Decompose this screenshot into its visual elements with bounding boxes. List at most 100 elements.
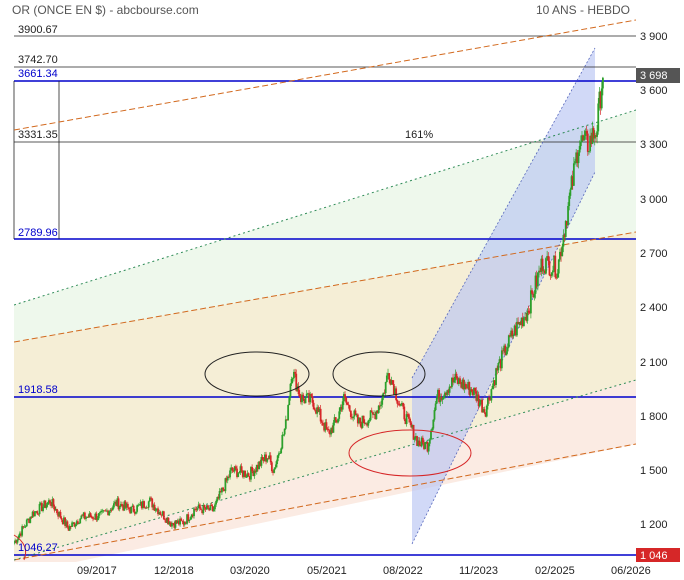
candle-body — [201, 509, 204, 514]
candle-body — [154, 509, 157, 511]
candle-body — [338, 411, 341, 419]
candle-body — [174, 520, 177, 528]
candle-body — [475, 391, 478, 401]
candle-body — [58, 511, 61, 517]
candle-body — [583, 135, 586, 141]
candle-body — [308, 393, 310, 403]
candle-body — [234, 466, 237, 469]
candle-body — [360, 423, 363, 428]
candle-body — [236, 468, 238, 477]
candle-body — [75, 521, 78, 525]
candle-body — [222, 487, 224, 490]
candle-body — [455, 373, 458, 379]
candle-body — [525, 317, 528, 321]
candle-body — [476, 394, 479, 401]
candle-body — [123, 501, 126, 511]
candle-body — [116, 498, 119, 506]
candle-body — [169, 522, 172, 527]
candle-body — [259, 461, 262, 466]
candles — [14, 76, 604, 546]
candle-body — [356, 414, 359, 424]
low-value-tag — [636, 548, 680, 562]
level-3661-label: 3661.34 — [18, 68, 58, 80]
candle-body — [50, 503, 53, 507]
candle-body — [405, 414, 408, 425]
candle-body — [495, 368, 497, 385]
chart-title: OR (ONCE EN $) - abcbourse.com — [12, 3, 199, 17]
candle-body — [281, 434, 284, 449]
candle-body — [279, 453, 281, 454]
candle-body — [339, 407, 342, 412]
candle-body — [87, 516, 90, 518]
candle-body — [21, 526, 24, 536]
candle-body — [322, 422, 324, 426]
candle-body — [89, 513, 92, 518]
candle-body — [381, 398, 384, 405]
candle-body — [384, 381, 387, 394]
candle-body — [448, 386, 451, 393]
candle-body — [417, 440, 420, 446]
candle-body — [320, 421, 323, 423]
candle-body — [90, 517, 93, 518]
candle-body — [15, 540, 18, 543]
candle-body — [215, 501, 218, 505]
y-tick-label: 1 800 — [640, 411, 668, 423]
candle-body — [528, 312, 531, 314]
candle-body — [500, 350, 503, 369]
x-axis: 09/2017 12/2018 03/2020 05/2021 08/2022 … — [77, 565, 651, 577]
candle-body — [129, 509, 132, 514]
candle-body — [97, 513, 100, 519]
candle-body — [65, 521, 68, 527]
candle-body — [14, 540, 17, 543]
candle-body — [404, 419, 407, 425]
candle-body — [136, 505, 139, 512]
y-tick-label: 2 100 — [640, 357, 668, 369]
channel-edge-left — [411, 47, 596, 379]
candle-body — [283, 428, 286, 435]
candle-body — [203, 505, 206, 508]
candle-body — [204, 507, 207, 510]
candle-body — [490, 389, 493, 401]
candle-body — [397, 403, 400, 405]
candle-body — [125, 503, 128, 508]
candle-body — [145, 507, 148, 509]
candle-body — [296, 386, 299, 391]
level-2789-label: 2789.96 — [18, 227, 58, 239]
candle-body — [221, 487, 223, 493]
candle-body — [197, 504, 200, 509]
candle-body — [153, 504, 156, 511]
candle-body — [388, 373, 391, 380]
candle-body — [355, 414, 358, 416]
candle-body — [389, 379, 392, 385]
candle-body — [385, 375, 388, 382]
candle-body — [187, 514, 190, 521]
candle-body — [167, 517, 170, 525]
candle-body — [223, 489, 226, 492]
candle-body — [378, 405, 381, 407]
candle-body — [83, 512, 86, 519]
y-tick-label: 3 000 — [640, 194, 668, 206]
candle-body — [428, 439, 431, 444]
candle-body — [166, 517, 169, 523]
candle-body — [253, 470, 256, 476]
candle-body — [344, 394, 346, 398]
candle-body — [333, 417, 336, 423]
candle-body — [330, 428, 332, 435]
x-tick-label: 02/2025 — [535, 565, 575, 577]
candle-body — [419, 445, 422, 447]
candle-body — [496, 368, 499, 371]
candle-body — [150, 497, 152, 499]
candle-body — [260, 457, 263, 466]
candle-body — [449, 386, 452, 388]
y-tick-label: 3 600 — [640, 85, 668, 97]
candle-body — [43, 500, 46, 507]
candle-body — [340, 407, 343, 410]
candle-body — [229, 470, 231, 478]
candle-body — [491, 385, 494, 390]
candle-body — [104, 510, 107, 512]
candle-body — [313, 409, 316, 411]
candle-body — [469, 389, 472, 395]
candle-body — [420, 437, 423, 447]
candle-body — [94, 513, 97, 519]
candle-body — [352, 416, 355, 419]
